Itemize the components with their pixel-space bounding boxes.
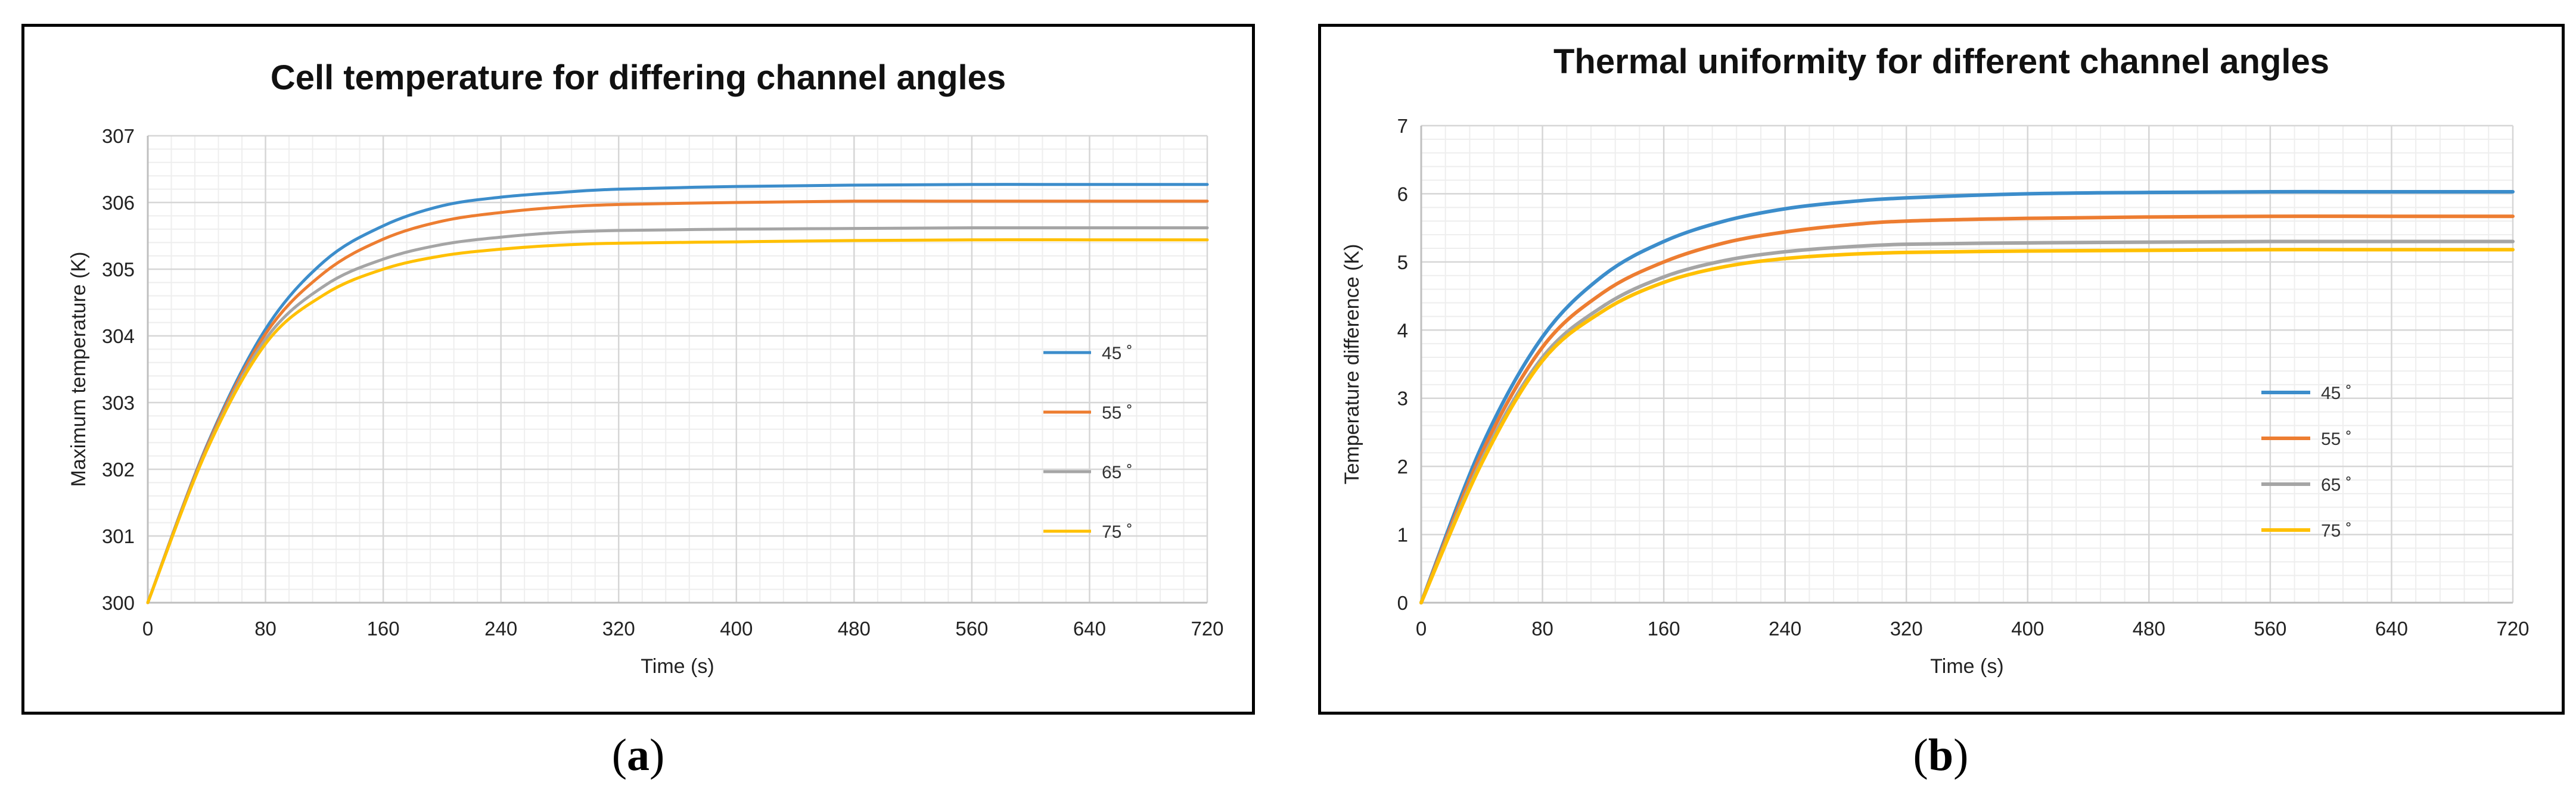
caption-a-letter: a bbox=[627, 730, 650, 780]
series-line-65 bbox=[1419, 239, 2515, 604]
y-tick-label: 6 bbox=[1397, 183, 1408, 205]
legend-label: 65 ˚ bbox=[1102, 463, 1133, 482]
series-line-45 bbox=[1419, 189, 2515, 604]
x-tick-label: 720 bbox=[1191, 618, 1223, 640]
series-line-55 bbox=[1419, 214, 2515, 604]
x-axis-label: Time (s) bbox=[641, 655, 714, 678]
x-tick-label: 0 bbox=[1416, 618, 1427, 640]
legend-label: 75 ˚ bbox=[1102, 522, 1133, 542]
series-line-75 bbox=[146, 238, 1209, 604]
series-line-65 bbox=[146, 226, 1209, 604]
legend-label: 45 ˚ bbox=[2321, 384, 2352, 403]
x-tick-label: 0 bbox=[142, 618, 153, 640]
y-tick-label: 3 bbox=[1397, 388, 1408, 410]
y-tick-label: 301 bbox=[102, 525, 135, 547]
x-tick-label: 560 bbox=[955, 618, 988, 640]
y-tick-label: 305 bbox=[102, 258, 135, 280]
y-tick-label: 302 bbox=[102, 459, 135, 481]
y-tick-label: 0 bbox=[1397, 592, 1408, 614]
x-tick-label: 560 bbox=[2254, 618, 2286, 640]
x-tick-label: 160 bbox=[1648, 618, 1680, 640]
chart-a-title: Cell temperature for differing channel a… bbox=[271, 58, 1006, 97]
y-tick-label: 7 bbox=[1397, 115, 1408, 137]
x-tick-label: 160 bbox=[367, 618, 400, 640]
chart-b-title: Thermal uniformity for different channel… bbox=[1553, 42, 2329, 81]
chart-panel-a: Cell temperature for differing channel a… bbox=[21, 24, 1255, 715]
x-tick-label: 480 bbox=[838, 618, 871, 640]
y-tick-label: 2 bbox=[1397, 456, 1408, 478]
legend-label: 55 ˚ bbox=[1102, 403, 1133, 423]
x-tick-label: 240 bbox=[1769, 618, 1801, 640]
caption-a: (a) bbox=[611, 730, 665, 780]
series-line-75 bbox=[1419, 248, 2515, 604]
x-tick-label: 320 bbox=[1890, 618, 1923, 640]
legend-label: 55 ˚ bbox=[2321, 429, 2352, 449]
x-tick-label: 320 bbox=[602, 618, 635, 640]
x-tick-label: 720 bbox=[2496, 618, 2529, 640]
x-tick-label: 400 bbox=[2011, 618, 2044, 640]
y-tick-label: 300 bbox=[102, 592, 135, 614]
y-tick-label: 303 bbox=[102, 392, 135, 414]
chart-a-svg: Cell temperature for differing channel a… bbox=[67, 58, 1224, 678]
x-tick-label: 80 bbox=[1531, 618, 1553, 640]
x-tick-label: 640 bbox=[2375, 618, 2408, 640]
x-tick-label: 80 bbox=[254, 618, 276, 640]
legend-label: 45 ˚ bbox=[1102, 344, 1133, 363]
y-axis-label: Temperature difference (K) bbox=[1341, 244, 1363, 485]
series-line-55 bbox=[146, 200, 1209, 604]
chart-panel-b: Thermal uniformity for different channel… bbox=[1318, 24, 2565, 715]
series-line-45 bbox=[146, 183, 1209, 604]
y-tick-label: 306 bbox=[102, 192, 135, 214]
legend-label: 75 ˚ bbox=[2321, 521, 2352, 541]
y-tick-label: 304 bbox=[102, 325, 135, 347]
legend-label: 65 ˚ bbox=[2321, 475, 2352, 495]
y-tick-label: 1 bbox=[1397, 524, 1408, 546]
y-tick-label: 307 bbox=[102, 125, 135, 147]
x-tick-label: 400 bbox=[720, 618, 753, 640]
y-axis-label: Maximum temperature (K) bbox=[67, 252, 90, 487]
caption-b: (b) bbox=[1913, 730, 1969, 780]
y-tick-label: 5 bbox=[1397, 251, 1408, 273]
x-tick-label: 240 bbox=[484, 618, 517, 640]
y-tick-label: 4 bbox=[1397, 319, 1408, 341]
x-axis-label: Time (s) bbox=[1930, 655, 2003, 678]
x-tick-label: 640 bbox=[1073, 618, 1106, 640]
chart-b-svg: Thermal uniformity for different channel… bbox=[1341, 42, 2530, 678]
caption-b-letter: b bbox=[1928, 730, 1954, 780]
x-tick-label: 480 bbox=[2133, 618, 2165, 640]
